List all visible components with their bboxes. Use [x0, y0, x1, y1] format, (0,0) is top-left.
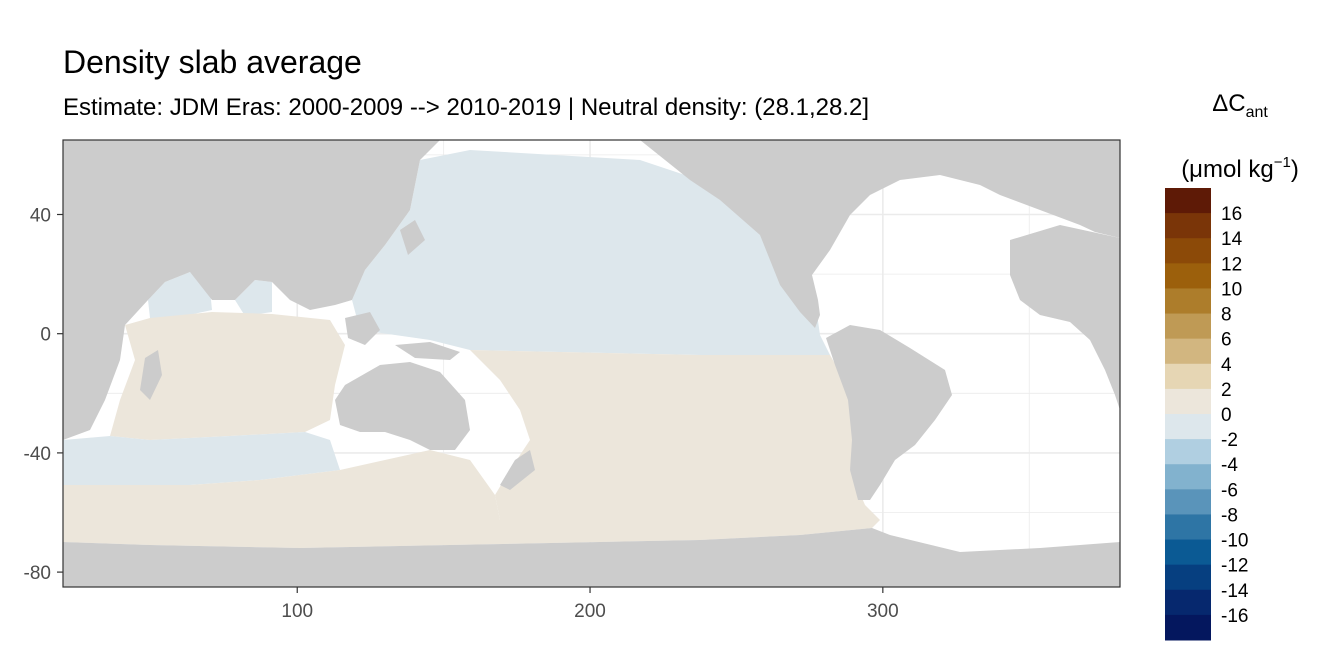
legend-break-label: 14 — [1221, 229, 1243, 250]
x-tick-label: 300 — [867, 601, 899, 622]
y-tick-label: 40 — [30, 206, 51, 227]
region-indian-ocean — [110, 312, 345, 440]
legend-break-label: 10 — [1221, 279, 1242, 300]
legend-color-key — [1165, 288, 1211, 315]
legend-title-unit: (μmol kg−1) — [1181, 154, 1299, 183]
region-southern-indian-ocean — [63, 432, 340, 485]
legend-break-label: -14 — [1221, 581, 1249, 602]
legend-color-key — [1165, 338, 1211, 365]
land-north-america — [640, 140, 1120, 328]
legend-break-label: 4 — [1221, 355, 1232, 376]
legend-color-key — [1165, 489, 1211, 515]
chart-subtitle: Estimate: JDM Eras: 2000-2009 --> 2010-2… — [63, 94, 869, 121]
legend-color-key — [1165, 589, 1211, 616]
legend-break-label: 0 — [1221, 405, 1232, 426]
legend-break-label: -10 — [1221, 531, 1248, 552]
legend-break-label: 8 — [1221, 305, 1232, 326]
legend-color-key — [1165, 263, 1211, 289]
land-africa-west — [1010, 225, 1120, 410]
legend-color-key — [1165, 514, 1211, 541]
region-south-pacific — [470, 350, 880, 520]
land-australia — [335, 362, 470, 450]
land-new-zealand — [500, 450, 535, 490]
region-north-pacific — [352, 150, 830, 355]
legend-break-label: -16 — [1221, 606, 1248, 627]
legend-color-key — [1165, 414, 1211, 440]
legend-color-key — [1165, 388, 1211, 415]
legend-color-key — [1165, 564, 1211, 591]
land-borneo — [345, 312, 380, 345]
legend-color-key — [1165, 238, 1211, 264]
legend-break-label: -6 — [1221, 480, 1238, 501]
region-southern-ocean — [63, 450, 880, 548]
land-antarctica — [63, 528, 1120, 587]
legend-break-label: 12 — [1221, 254, 1242, 275]
legend-break-label: 6 — [1221, 330, 1232, 351]
land-madagascar — [140, 350, 162, 400]
land-japan — [400, 220, 425, 255]
legend-title-variable: ΔCant — [1212, 90, 1268, 121]
y-tick-label: 0 — [40, 325, 51, 346]
legend-color-key — [1165, 363, 1211, 390]
chart-title: Density slab average — [63, 44, 362, 80]
land-new-guinea — [395, 342, 460, 360]
legend-color-key — [1165, 614, 1211, 641]
legend-break-label: -4 — [1221, 455, 1238, 476]
legend-break-label: -2 — [1221, 430, 1238, 451]
land-greenland — [990, 140, 1070, 185]
legend-break-label: -8 — [1221, 505, 1238, 526]
legend-color-key — [1165, 464, 1211, 490]
land-eurasia-africa — [63, 140, 440, 440]
legend-break-label: 2 — [1221, 380, 1232, 401]
legend-color-key — [1165, 188, 1211, 214]
legend: 16 14 12 10 8 6 4 2 0 -2 -4 -6 -8 -10 -12 -14 -16 — [1165, 188, 1249, 641]
region-bay-of-bengal — [235, 280, 272, 316]
map-layers — [63, 140, 1120, 587]
legend-title: ΔCant (μmol kg−1) — [1150, 86, 1330, 188]
region-arabian-sea — [148, 272, 212, 318]
x-tick-label: 200 — [574, 601, 606, 622]
plot-panel-border — [62, 139, 1121, 588]
legend-break-label: 16 — [1221, 204, 1242, 225]
legend-break-label: -12 — [1221, 556, 1248, 577]
legend-color-key — [1165, 439, 1211, 465]
land-south-america — [826, 325, 952, 500]
y-tick-label: -40 — [24, 444, 51, 465]
legend-color-key — [1165, 539, 1211, 566]
x-tick-label: 100 — [281, 601, 313, 622]
legend-color-key — [1165, 313, 1211, 340]
legend-color-key — [1165, 213, 1211, 239]
y-tick-label: -80 — [24, 563, 51, 584]
